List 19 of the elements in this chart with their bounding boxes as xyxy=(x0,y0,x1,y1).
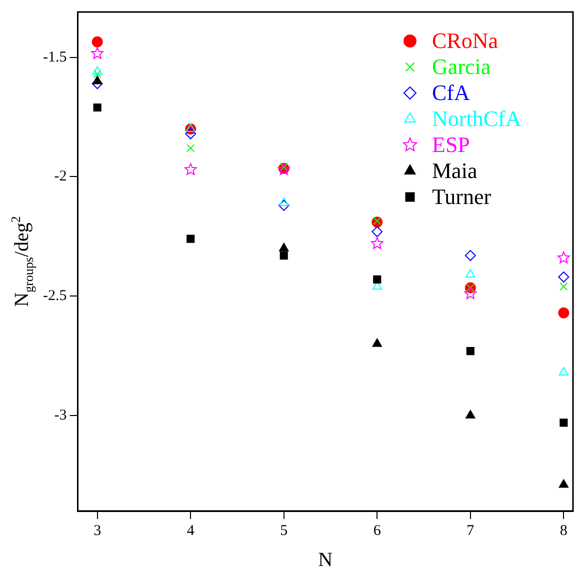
y-tick-label: -1.5 xyxy=(42,49,67,66)
y-axis-title: Ngroups/deg2 xyxy=(8,216,36,307)
x-tick-label: 5 xyxy=(280,522,288,539)
x-tick-label: 3 xyxy=(94,522,102,539)
y-tick-label: -3 xyxy=(54,407,67,424)
x-axis-title: N xyxy=(318,549,333,571)
legend-label: CRoNa xyxy=(432,28,498,53)
legend-label: ESP xyxy=(432,132,470,157)
x-tick-label: 4 xyxy=(186,522,195,539)
legend-label: Turner xyxy=(432,184,492,209)
x-tick-label: 8 xyxy=(560,522,568,539)
x-tick-label: 6 xyxy=(373,522,382,539)
legend-label: NorthCfA xyxy=(432,106,522,131)
y-tick-label: -2.5 xyxy=(42,288,67,304)
legend-label: Garcia xyxy=(432,54,491,79)
y-tick-label: -2 xyxy=(54,168,67,185)
legend-label: CfA xyxy=(432,80,470,105)
legend-label: Maia xyxy=(432,158,478,183)
x-tick-label: 7 xyxy=(466,522,475,539)
